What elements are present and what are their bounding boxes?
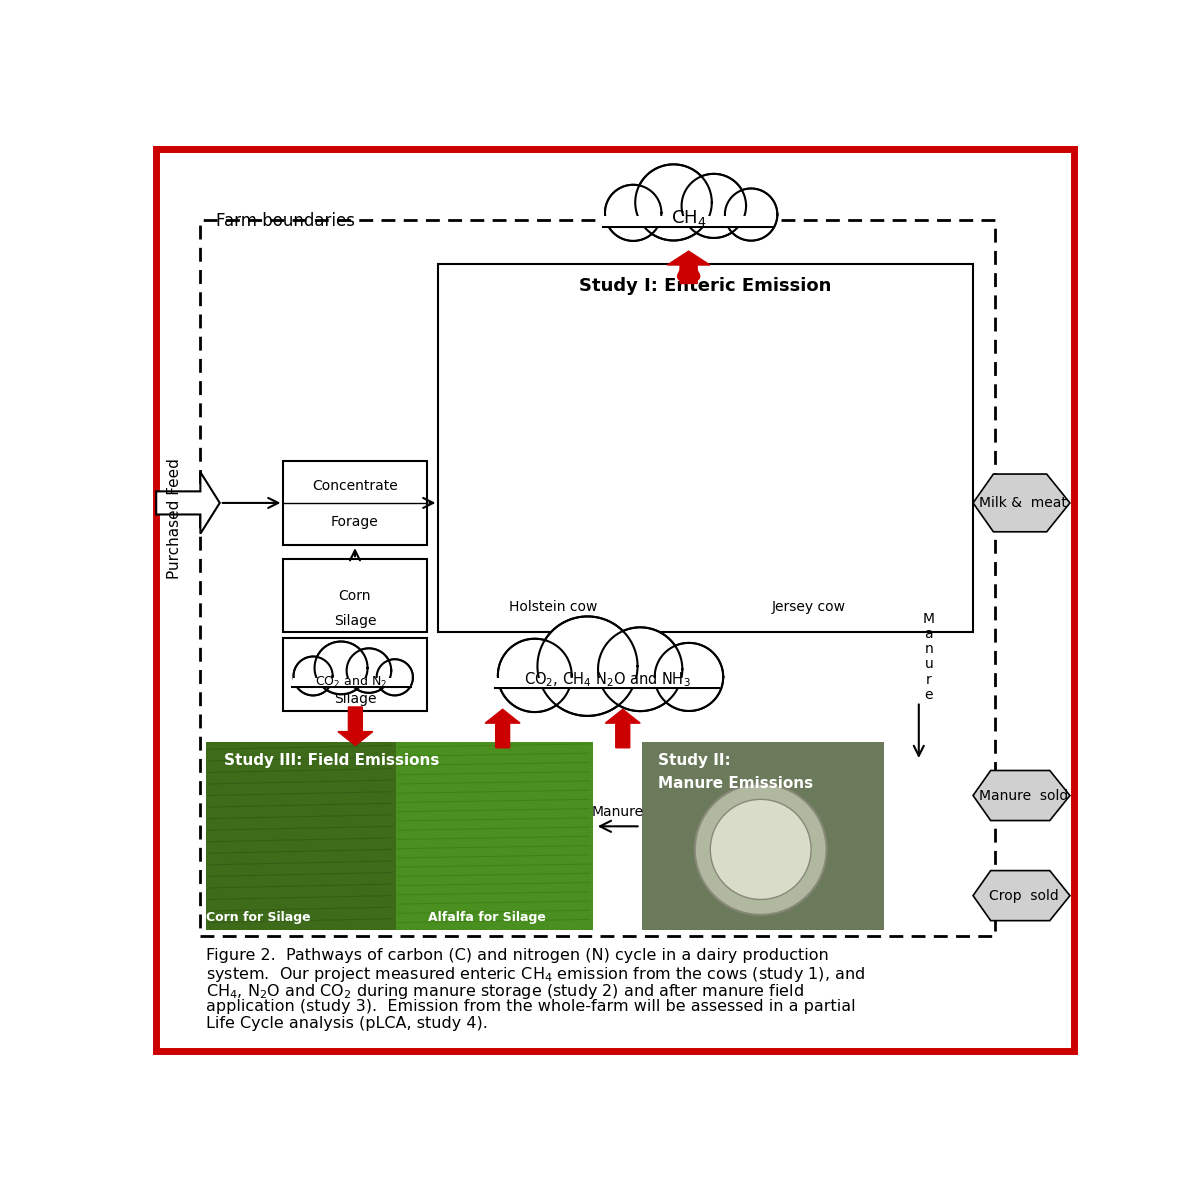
Text: Manure: Manure	[592, 804, 643, 819]
Text: Milk &  meat: Milk & meat	[979, 495, 1067, 510]
Bar	[488, 676, 726, 688]
Text: CH$_4$: CH$_4$	[671, 208, 707, 228]
Circle shape	[606, 185, 660, 240]
Circle shape	[599, 628, 682, 710]
Circle shape	[347, 649, 390, 693]
Text: Farm boundaries: Farm boundaries	[216, 211, 355, 229]
FancyArrow shape	[605, 709, 640, 747]
Circle shape	[683, 175, 745, 236]
Text: Figure 2.  Pathways of carbon (C) and nitrogen (N) cycle in a dairy production: Figure 2. Pathways of carbon (C) and nit…	[206, 948, 828, 963]
Circle shape	[695, 784, 827, 915]
Text: Purchased Feed: Purchased Feed	[167, 457, 182, 579]
Polygon shape	[973, 771, 1070, 821]
Text: M
a
n
u
r
e: M a n u r e	[923, 612, 935, 702]
Circle shape	[655, 643, 724, 710]
Text: CO$_2$ and N$_2$: CO$_2$ and N$_2$	[316, 674, 388, 689]
Text: Jersey cow: Jersey cow	[772, 600, 846, 614]
Circle shape	[538, 617, 637, 716]
Circle shape	[498, 639, 571, 712]
FancyArrow shape	[667, 251, 710, 284]
Text: Holstein cow: Holstein cow	[509, 600, 598, 614]
Text: Alfalfa for Silage: Alfalfa for Silage	[428, 911, 546, 924]
Circle shape	[655, 644, 722, 710]
Text: application (study 3).  Emission from the whole-farm will be assessed in a parti: application (study 3). Emission from the…	[206, 999, 856, 1013]
Circle shape	[377, 659, 413, 695]
Text: Manure  sold: Manure sold	[979, 789, 1068, 803]
Text: Forage: Forage	[331, 516, 379, 529]
Bar	[497, 678, 718, 688]
Circle shape	[314, 642, 367, 694]
Text: Corn for Silage: Corn for Silage	[206, 911, 311, 924]
Bar	[289, 676, 414, 687]
Circle shape	[710, 800, 811, 899]
Text: Life Cycle analysis (pLCA, study 4).: Life Cycle analysis (pLCA, study 4).	[206, 1016, 487, 1031]
Circle shape	[725, 189, 778, 241]
Circle shape	[294, 657, 332, 695]
Circle shape	[636, 165, 710, 239]
Bar	[283, 638, 427, 710]
Bar	[200, 220, 995, 936]
Bar	[293, 678, 410, 687]
Bar	[438, 264, 973, 632]
Circle shape	[294, 657, 332, 695]
Bar	[283, 560, 427, 632]
Text: Concentrate: Concentrate	[312, 479, 398, 493]
Text: Corn: Corn	[338, 589, 371, 604]
Circle shape	[605, 185, 661, 241]
Text: system.  Our project measured enteric CH$_4$ emission from the cows (study 1), a: system. Our project measured enteric CH$…	[206, 965, 865, 984]
Bar	[598, 213, 779, 227]
Bar	[396, 741, 593, 930]
Text: CH$_4$, N$_2$O and CO$_2$ during manure storage (study 2) and after manure field: CH$_4$, N$_2$O and CO$_2$ during manure …	[206, 981, 804, 1000]
Text: Study III: Field Emissions: Study III: Field Emissions	[223, 753, 439, 769]
Circle shape	[377, 659, 413, 695]
Text: Study I: Enteric Emission: Study I: Enteric Emission	[580, 277, 832, 295]
Circle shape	[598, 627, 683, 712]
Circle shape	[347, 649, 391, 693]
Circle shape	[682, 173, 746, 238]
Text: Alfalfa: Alfalfa	[332, 668, 377, 682]
Bar	[604, 216, 773, 226]
Text: Crop  sold: Crop sold	[989, 889, 1058, 903]
Circle shape	[316, 643, 367, 694]
Polygon shape	[973, 474, 1070, 532]
Bar	[283, 461, 427, 545]
Circle shape	[635, 164, 712, 240]
Text: Silage: Silage	[334, 614, 377, 627]
Circle shape	[539, 618, 636, 714]
Polygon shape	[973, 871, 1070, 921]
Circle shape	[726, 189, 776, 240]
Bar	[642, 741, 884, 930]
Text: Manure Emissions: Manure Emissions	[658, 777, 812, 791]
Circle shape	[499, 640, 570, 710]
Text: Silage: Silage	[334, 693, 377, 707]
Text: Study II:: Study II:	[658, 753, 731, 769]
Text: CO$_2$, CH$_4$ N$_2$O and NH$_3$: CO$_2$, CH$_4$ N$_2$O and NH$_3$	[524, 671, 691, 689]
FancyArrow shape	[485, 709, 520, 747]
Polygon shape	[156, 472, 220, 533]
Bar	[206, 741, 396, 930]
FancyArrow shape	[338, 707, 373, 746]
